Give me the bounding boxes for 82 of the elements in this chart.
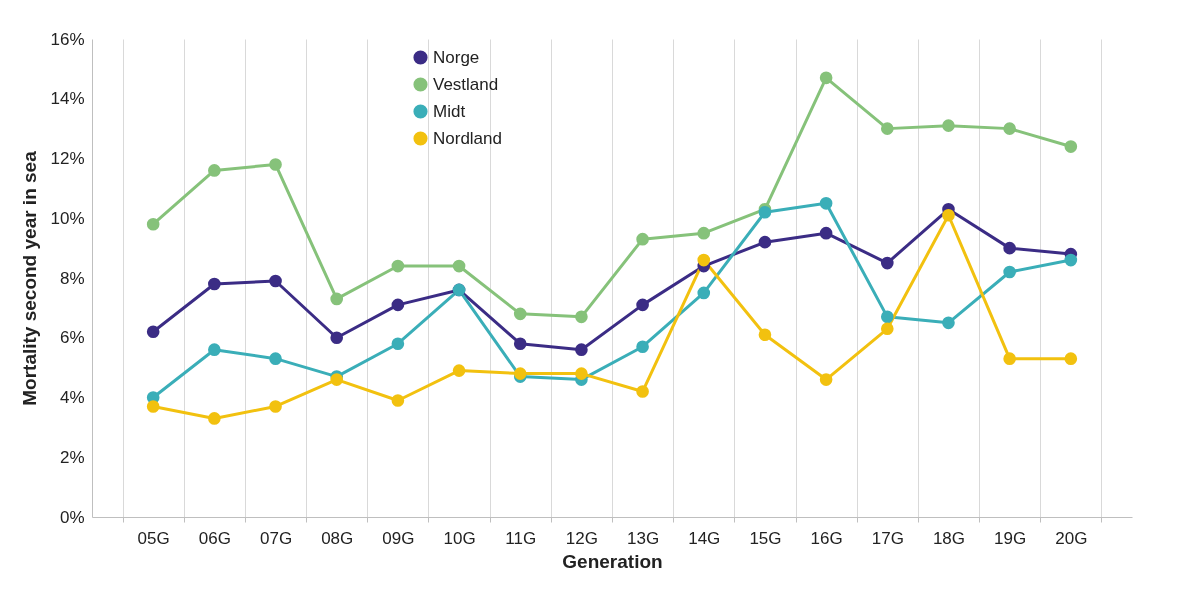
point — [575, 343, 588, 357]
point — [391, 337, 405, 351]
legend-label: Vestland — [433, 74, 499, 94]
x-tick-label: 14G — [688, 528, 721, 548]
point — [391, 394, 405, 407]
point — [942, 208, 955, 222]
y-tick-label: 0% — [59, 507, 85, 527]
point — [1064, 352, 1078, 365]
point — [269, 274, 282, 288]
point — [208, 343, 221, 357]
point — [208, 277, 221, 291]
point — [880, 310, 894, 324]
point — [208, 164, 221, 177]
point — [636, 340, 649, 354]
y-tick-label: 4% — [59, 388, 85, 407]
point — [1064, 140, 1078, 153]
legend-label: Norge — [433, 47, 480, 67]
x-tick-label: 15G — [749, 528, 782, 548]
x-axis-title: Generation — [562, 550, 663, 572]
legend-label: Nordland — [433, 128, 502, 148]
point — [146, 400, 160, 413]
point — [636, 298, 649, 312]
point — [391, 298, 405, 312]
x-tick-label: 10G — [443, 528, 476, 548]
point — [452, 259, 466, 273]
y-tick-label: 6% — [59, 328, 85, 348]
point — [575, 310, 588, 324]
point — [513, 337, 527, 351]
y-axis-title: Mortality second year in sea — [19, 150, 41, 406]
point — [391, 259, 405, 273]
point — [697, 253, 711, 267]
point — [636, 232, 649, 246]
x-tick-label: 09G — [382, 528, 415, 548]
x-tick-label: 18G — [932, 528, 966, 548]
point — [575, 367, 588, 380]
point — [942, 119, 955, 132]
y-tick-label: 8% — [59, 268, 85, 288]
point — [758, 328, 772, 342]
point — [1003, 122, 1016, 135]
point — [330, 331, 344, 345]
point — [880, 122, 894, 135]
y-tick-label: 14% — [50, 89, 85, 109]
x-tick-label: 20G — [1055, 528, 1088, 548]
point — [1064, 253, 1078, 267]
y-tick-label: 12% — [50, 149, 85, 168]
point — [452, 364, 466, 377]
legend-label: Midt — [433, 101, 466, 121]
point — [1003, 241, 1016, 255]
x-tick-label: 08G — [321, 528, 354, 548]
point — [330, 292, 344, 306]
x-tick-label: 11G — [505, 528, 537, 548]
x-tick-label: 13G — [627, 528, 660, 548]
point — [636, 385, 649, 398]
x-tick-label: 17G — [871, 528, 904, 548]
point — [697, 286, 711, 300]
x-tick-label: 07G — [259, 528, 293, 548]
x-tick-label: 16G — [810, 528, 843, 548]
x-tick-label: 19G — [994, 528, 1027, 548]
point — [758, 235, 772, 249]
point — [819, 373, 833, 386]
y-tick-label: 10% — [50, 208, 85, 228]
point — [942, 316, 955, 330]
point — [1003, 265, 1016, 279]
y-tick-label: 16% — [50, 29, 85, 49]
point — [697, 226, 711, 240]
x-tick-label: 06G — [198, 528, 231, 548]
y-tick-label: 2% — [59, 447, 85, 467]
point — [819, 197, 833, 210]
point — [146, 325, 160, 339]
point — [269, 400, 282, 413]
point — [513, 307, 527, 321]
point — [146, 217, 160, 231]
point — [1003, 352, 1016, 365]
point — [819, 226, 833, 240]
point — [880, 322, 894, 336]
point — [208, 412, 221, 425]
point — [819, 71, 833, 85]
x-tick-label: 05G — [137, 528, 170, 548]
x-tick-label: 12G — [565, 528, 598, 548]
point — [880, 256, 894, 270]
point — [269, 352, 282, 365]
point — [269, 158, 282, 171]
